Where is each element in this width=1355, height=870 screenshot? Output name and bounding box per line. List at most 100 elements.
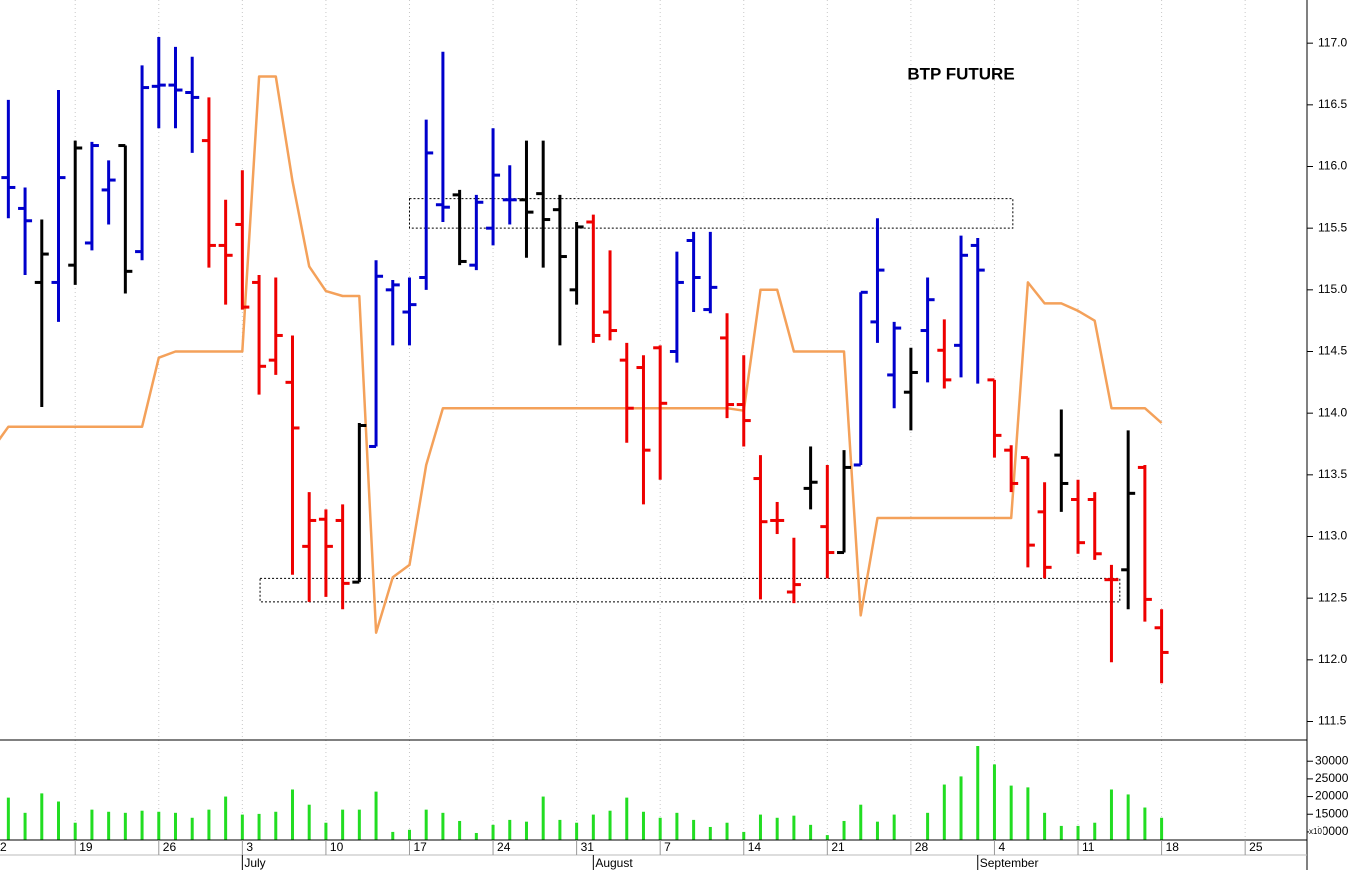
ohlc-bar xyxy=(619,342,634,443)
ohlc-bar xyxy=(770,501,785,535)
ohlc-bar xyxy=(1137,464,1152,622)
volume-bar xyxy=(240,814,244,840)
ohlc-bar xyxy=(1071,479,1086,554)
ohlc-bar xyxy=(853,290,868,467)
zone xyxy=(408,198,1014,229)
ohlc-bar xyxy=(402,277,417,346)
volume-bar xyxy=(1076,825,1080,840)
ohlc-bar xyxy=(937,319,952,389)
ohlc-bar xyxy=(185,56,200,153)
ohlc-bar xyxy=(1020,456,1035,568)
unit-label-bg xyxy=(1309,826,1323,837)
volume-bar xyxy=(157,811,161,840)
x-tick-label: 4 xyxy=(998,840,1005,854)
ohlc-bar xyxy=(352,423,367,584)
ohlc-bar xyxy=(987,378,1002,458)
ohlc-bar xyxy=(285,335,300,575)
ohlc-bar xyxy=(118,144,133,294)
volume-tick-label: 25000 xyxy=(1315,771,1349,785)
ohlc-bar xyxy=(569,222,584,305)
volume-bar xyxy=(758,814,762,840)
volume-bar xyxy=(1143,807,1147,840)
volume-bar xyxy=(140,810,144,840)
volume-bar xyxy=(290,789,294,840)
volume-bar xyxy=(1043,812,1047,840)
y-tick-label: 117.0 xyxy=(1318,35,1347,49)
ohlc-bar xyxy=(1154,609,1169,684)
volume-bar xyxy=(123,812,127,840)
volume-bar xyxy=(1059,825,1063,840)
ohlc-bar xyxy=(135,65,150,261)
ohlc-bar xyxy=(837,450,852,555)
volume-bar xyxy=(508,819,512,840)
volume-bar xyxy=(73,822,77,840)
volume-bar xyxy=(1126,794,1130,840)
y-tick-label: 116.5 xyxy=(1318,97,1347,111)
ohlc-bar xyxy=(669,251,684,363)
volume-bar xyxy=(842,820,846,840)
ohlc-bar xyxy=(51,90,66,322)
volume-bar xyxy=(591,814,595,840)
ohlc-bar xyxy=(302,492,317,602)
volume-bar xyxy=(575,822,579,840)
volume-bar xyxy=(207,809,211,840)
ohlc-bar xyxy=(335,504,350,610)
x-tick-label: 28 xyxy=(915,840,929,854)
volume-bar xyxy=(775,817,779,840)
volume-bar xyxy=(56,801,60,840)
volume-bar xyxy=(274,811,278,840)
ohlc-bar xyxy=(1054,409,1069,512)
y-tick-label: 115.0 xyxy=(1318,282,1347,296)
x-tick-label: 17 xyxy=(413,840,427,854)
ohlc-bar xyxy=(603,250,618,341)
volume-bar xyxy=(875,821,879,840)
x-tick-label: 10 xyxy=(330,840,344,854)
month-label: September xyxy=(980,856,1039,870)
ohlc-bar xyxy=(84,141,99,251)
ohlc-bar xyxy=(920,277,935,383)
volume-bar xyxy=(23,812,27,840)
volume-bar xyxy=(458,820,462,840)
x-tick-label: 21 xyxy=(831,840,845,854)
ohlc-bar xyxy=(369,260,384,448)
volume-bar xyxy=(926,812,930,840)
x-tick-label: 24 xyxy=(497,840,511,854)
volume-bar xyxy=(558,819,562,840)
volume-bar xyxy=(892,814,896,840)
ohlc-bar xyxy=(803,446,818,510)
y-tick-label: 111.5 xyxy=(1318,714,1347,728)
chart-title: BTP FUTURE xyxy=(907,64,1014,83)
zone xyxy=(259,577,1121,603)
volume-bar xyxy=(357,809,361,840)
volume-bar xyxy=(491,824,495,840)
ohlc-bar xyxy=(168,46,183,129)
ohlc-bar xyxy=(786,537,801,604)
volume-tick-label: 15000 xyxy=(1315,806,1349,820)
volume-bar xyxy=(725,822,729,840)
ohlc-bar xyxy=(954,235,969,378)
ohlc-bar xyxy=(586,214,601,343)
volume-bar xyxy=(792,815,796,840)
x-tick-label: 3 xyxy=(246,840,253,854)
y-tick-label: 114.5 xyxy=(1318,344,1347,358)
price-panel xyxy=(0,37,1169,684)
ohlc-bar xyxy=(1004,445,1019,493)
y-tick-label: 115.5 xyxy=(1318,220,1347,234)
ohlc-bar xyxy=(218,199,233,305)
month-label: August xyxy=(595,856,633,870)
volume-bar xyxy=(625,797,629,840)
y-tick-label: 112.0 xyxy=(1318,652,1347,666)
ohlc-bar xyxy=(753,455,768,600)
volume-bar xyxy=(658,817,662,840)
volume-tick-label: 10000 xyxy=(1315,824,1349,838)
x-tick-label: 7 xyxy=(664,840,671,854)
volume-bar xyxy=(742,831,746,840)
volume-tick-label: 20000 xyxy=(1315,789,1349,803)
ohlc-bar xyxy=(151,37,166,129)
x-tick-label: 25 xyxy=(1249,840,1263,854)
volume-bar xyxy=(324,822,328,840)
volume-bar xyxy=(474,832,478,840)
volume-bar xyxy=(307,804,311,840)
